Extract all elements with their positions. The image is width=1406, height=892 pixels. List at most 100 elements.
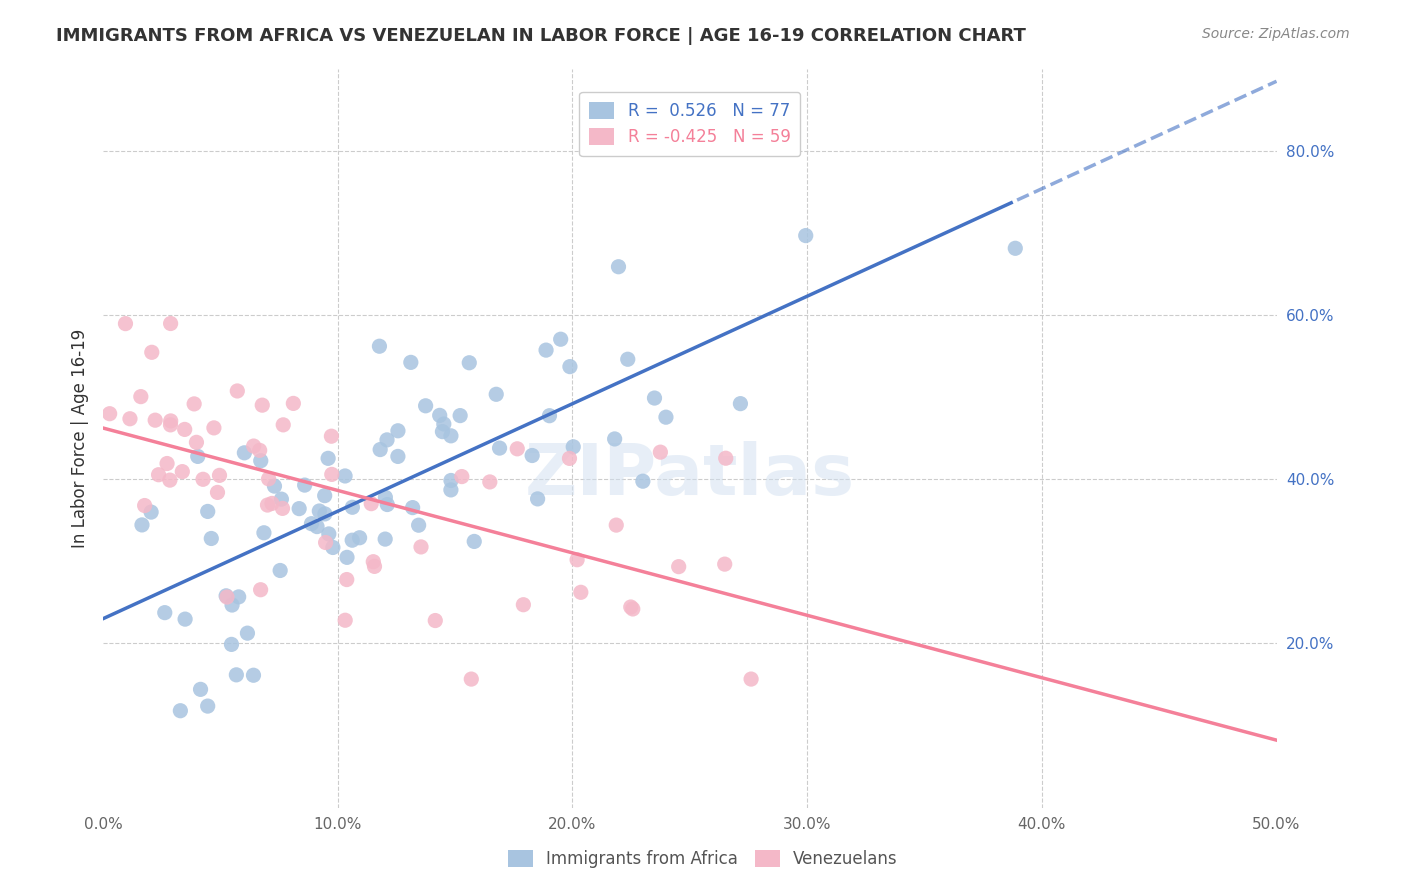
Point [98,407,121,421]
Point [361,555,384,569]
Point [169,704,191,718]
Point [655,410,678,425]
Point [478,475,501,489]
Point [620,600,643,615]
Point [153,606,176,620]
Point [139,505,162,519]
Point [740,672,762,686]
Point [714,451,737,466]
Point [249,454,271,468]
Point [506,442,529,456]
Point [226,384,249,398]
Point [173,422,195,436]
Point [534,343,557,358]
Point [200,532,222,546]
Point [440,429,463,443]
Point [249,443,271,458]
Y-axis label: In Labor Force | Age 16-19: In Labor Force | Age 16-19 [72,328,89,548]
Point [440,483,463,497]
Point [308,504,330,518]
Point [322,541,344,555]
Point [538,409,561,423]
Legend: R =  0.526   N = 77, R = -0.425   N = 59: R = 0.526 N = 77, R = -0.425 N = 59 [579,92,800,156]
Point [283,396,305,410]
Point [221,637,243,651]
Point [415,399,437,413]
Point [374,491,396,505]
Point [233,446,256,460]
Point [314,489,336,503]
Point [159,317,181,331]
Point [374,532,396,546]
Point [631,474,654,488]
Point [134,499,156,513]
Point [603,432,626,446]
Point [349,531,371,545]
Point [242,668,264,682]
Point [335,613,357,627]
Point [605,518,627,533]
Point [401,500,423,515]
Point [429,409,451,423]
Point [363,559,385,574]
Point [190,682,212,697]
Point [650,445,672,459]
Point [197,699,219,714]
Point [558,451,581,466]
Point [333,469,356,483]
Point [318,527,340,541]
Point [550,332,572,346]
Point [1004,241,1026,255]
Point [621,602,644,616]
Point [207,485,229,500]
Point [643,391,665,405]
Point [463,534,485,549]
Point [336,573,359,587]
Point [221,598,243,612]
Point [191,472,214,486]
Point [558,359,581,374]
Point [368,339,391,353]
Point [131,517,153,532]
Point [215,589,238,603]
Point [409,540,432,554]
Point [316,451,339,466]
Point [148,467,170,482]
Point [616,352,638,367]
Point [315,535,337,549]
Point [271,501,294,516]
Point [342,533,364,548]
Point [321,467,343,482]
Point [257,472,280,486]
Point [242,439,264,453]
Point [252,398,274,412]
Point [159,414,181,428]
Point [520,449,543,463]
Point [458,356,481,370]
Point [294,478,316,492]
Point [713,557,735,571]
Point [387,424,409,438]
Point [485,387,508,401]
Text: IMMIGRANTS FROM AFRICA VS VENEZUELAN IN LABOR FORCE | AGE 16-19 CORRELATION CHAR: IMMIGRANTS FROM AFRICA VS VENEZUELAN IN … [56,27,1026,45]
Point [288,501,311,516]
Point [375,433,398,447]
Point [565,552,588,566]
Point [668,559,690,574]
Point [301,516,323,531]
Point [156,457,179,471]
Point [197,504,219,518]
Point [172,465,194,479]
Point [449,409,471,423]
Point [225,668,247,682]
Point [360,497,382,511]
Text: ZIPatlas: ZIPatlas [524,441,855,509]
Point [183,397,205,411]
Point [314,507,336,521]
Point [208,468,231,483]
Point [526,491,548,506]
Point [794,228,817,243]
Point [118,411,141,425]
Point [512,598,534,612]
Point [271,417,294,432]
